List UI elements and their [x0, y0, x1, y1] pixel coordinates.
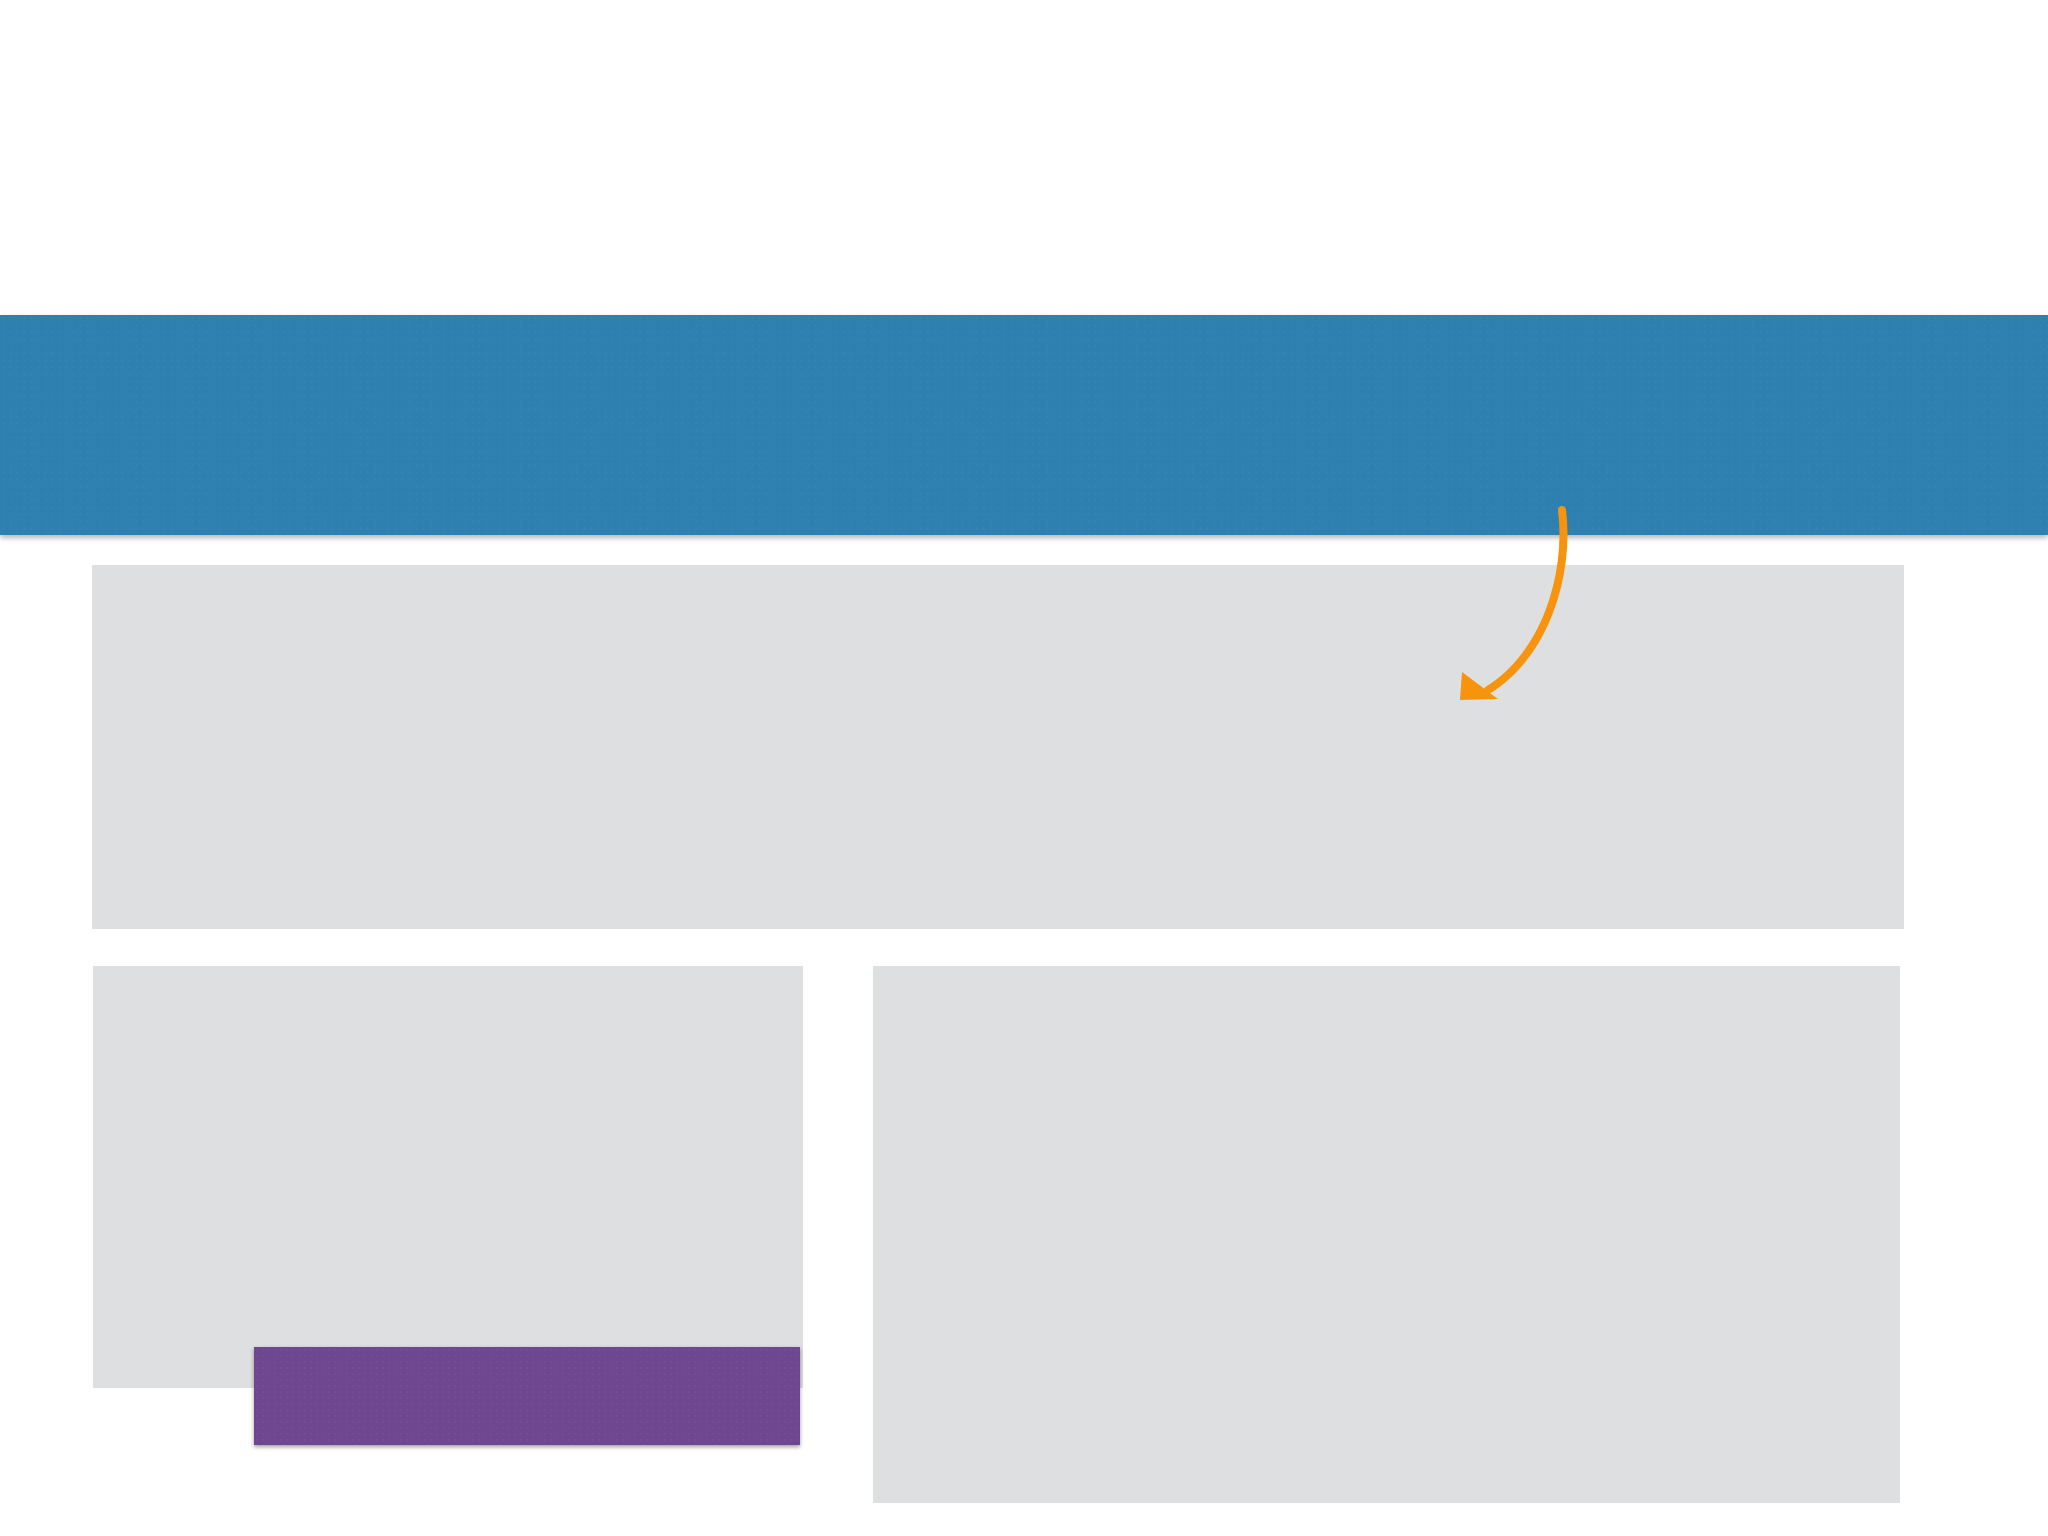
left-content-panel — [93, 966, 803, 1388]
sticky-note[interactable] — [254, 1347, 800, 1445]
right-content-panel — [873, 966, 1900, 1503]
top-content-panel — [92, 565, 1904, 929]
header-band — [0, 315, 2048, 535]
